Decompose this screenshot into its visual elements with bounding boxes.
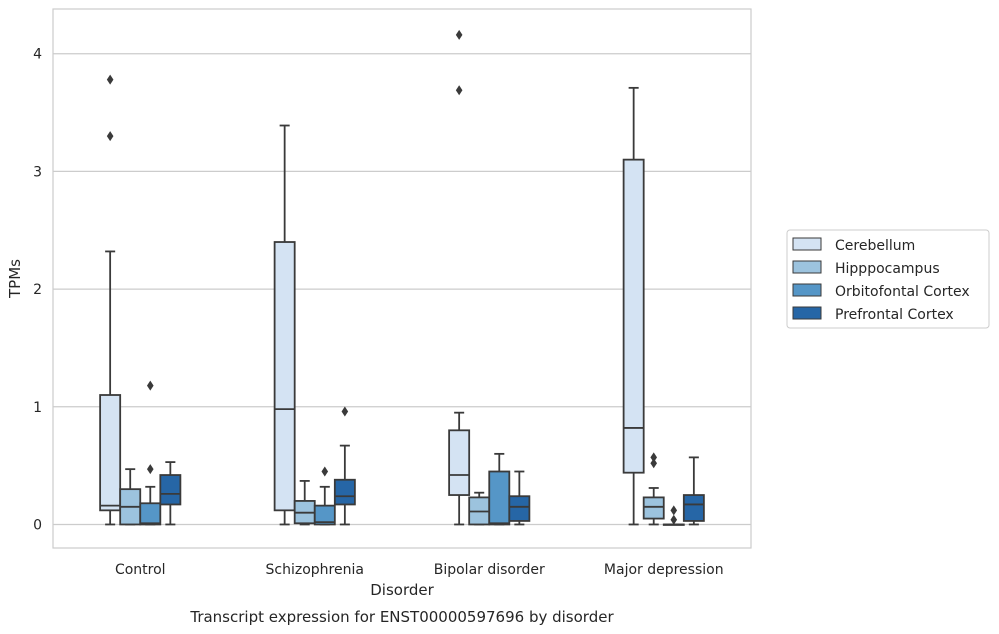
box-prefrontal-cortex-0 (159, 461, 182, 526)
outlier-point (650, 452, 658, 463)
outlier-point (650, 458, 658, 469)
legend: Cerebellum Hipppocampus Orbitofontal Corte… (786, 229, 990, 329)
outlier-point (146, 464, 154, 475)
y-tick-label: 4 (33, 47, 42, 63)
box-prefrontal-cortex-3 (682, 456, 705, 526)
box-body (159, 474, 182, 506)
box-cerebellum-1 (273, 124, 296, 526)
outlier-point (106, 74, 114, 85)
outlier-point (146, 380, 154, 391)
legend-swatch (792, 283, 822, 297)
x-tick-label: Bipolar disorder (434, 562, 545, 578)
box-body (622, 158, 645, 474)
box-cerebellum-0 (99, 74, 122, 526)
x-tick-labels: Control Schizophrenia Bipolar disorder Majo… (115, 562, 724, 578)
box-hipppocampus-0 (119, 468, 142, 526)
outlier-point (106, 131, 114, 142)
y-tick-labels: 0 1 2 3 4 (33, 47, 42, 534)
x-tick-label: Major depression (604, 562, 724, 578)
legend-label: Hipppocampus (835, 261, 940, 277)
box-body (273, 241, 296, 512)
box-body (508, 495, 531, 522)
box-body (333, 478, 356, 506)
legend-label: Orbitofontal Cortex (835, 284, 970, 300)
y-tick-label: 0 (33, 517, 42, 533)
y-tick-label: 1 (33, 400, 42, 416)
box-body (642, 496, 665, 520)
legend-frame (786, 229, 990, 329)
box-hipppocampus-3 (642, 452, 665, 526)
box-hipppocampus-1 (293, 480, 316, 526)
boxes (99, 29, 705, 526)
box-body (448, 429, 471, 496)
box-orbitofontal-cortex-3 (662, 505, 685, 526)
box-body (488, 470, 511, 526)
grid-lines (53, 53, 751, 526)
legend-swatch (792, 260, 822, 274)
box-cerebellum-3 (622, 86, 645, 526)
box-body (313, 504, 336, 526)
y-tick-label: 3 (33, 164, 42, 180)
box-body (682, 494, 705, 522)
box-orbitofontal-cortex-2 (488, 452, 511, 526)
x-axis-title: Disorder (370, 581, 434, 599)
legend-swatch (792, 306, 822, 320)
legend-label: Cerebellum (835, 238, 915, 254)
box-body (99, 394, 122, 512)
legend-label: Prefrontal Cortex (835, 307, 954, 323)
plot-frame (52, 8, 752, 549)
box-prefrontal-cortex-1 (333, 406, 356, 526)
box-cerebellum-2 (448, 29, 471, 526)
box-orbitofontal-cortex-1 (313, 466, 336, 526)
outlier-point (321, 466, 329, 477)
outlier-point (670, 505, 678, 516)
outlier-point (455, 29, 463, 40)
outlier-point (341, 406, 349, 417)
legend-swatch (792, 237, 822, 251)
box-hipppocampus-2 (468, 491, 491, 526)
y-tick-label: 2 (33, 282, 42, 298)
chart-caption: Transcript expression for ENST0000059769… (189, 608, 614, 626)
box-prefrontal-cortex-2 (508, 470, 531, 526)
outlier-point (455, 85, 463, 96)
x-tick-label: Control (115, 562, 166, 578)
outlier-point (670, 514, 678, 525)
box-body (139, 502, 162, 526)
x-tick-label: Schizophrenia (266, 562, 364, 578)
y-axis-title: TPMs (6, 259, 24, 299)
box-orbitofontal-cortex-0 (139, 380, 162, 526)
